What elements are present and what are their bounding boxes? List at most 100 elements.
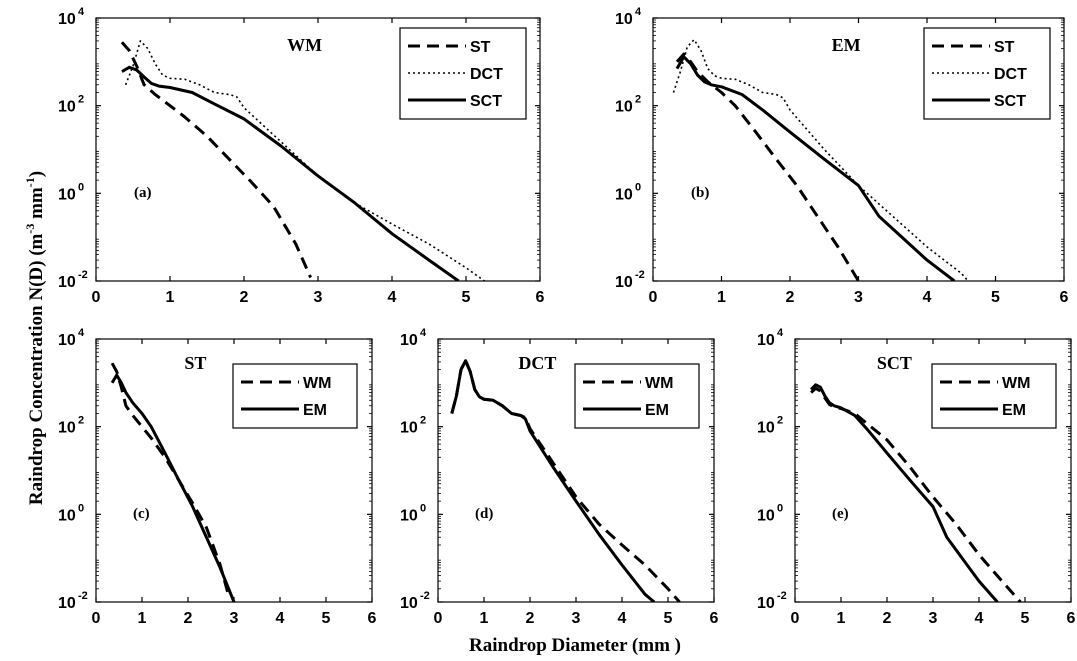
x-tick-label: 1 [480, 610, 489, 627]
panel-title: SCT [877, 353, 912, 373]
y-tick-label: 10 [58, 507, 76, 524]
series-line-sct [121, 65, 460, 281]
x-tick-label: 0 [649, 289, 658, 306]
series-line-dct [672, 38, 969, 281]
series-line-st [120, 41, 312, 279]
y-tick-exponent: 0 [78, 502, 84, 514]
y-axis-label-exp2: -1 [23, 177, 37, 187]
legend: ST DCT SCT [399, 27, 527, 120]
legend-label-dct: DCT [470, 66, 503, 83]
panel-label: (e) [832, 506, 849, 522]
x-tick-label: 5 [322, 610, 331, 627]
x-tick-label: 2 [240, 289, 249, 306]
series-line-em [110, 373, 236, 602]
y-tick-exponent: 4 [78, 327, 85, 339]
panel-title: ST [184, 353, 206, 373]
y-tick-exponent: 0 [777, 502, 783, 514]
x-tick-label: 6 [710, 610, 719, 627]
x-tick-label: 5 [1021, 610, 1030, 627]
x-tick-label: 2 [883, 610, 892, 627]
y-tick-exponent: -2 [78, 590, 88, 602]
series-line-em [450, 359, 656, 602]
x-tick-label: 4 [388, 289, 397, 306]
x-tick-label: 2 [526, 610, 535, 627]
series-line-wm [810, 386, 1022, 602]
panel-label: (d) [475, 506, 493, 522]
x-tick-label: 5 [664, 610, 673, 627]
legend-label-em: EM [645, 402, 669, 419]
y-tick-label: 10 [615, 99, 633, 116]
legend-label-sct: SCT [470, 93, 502, 110]
y-tick-label: 10 [58, 11, 76, 28]
y-tick-exponent: 2 [420, 415, 426, 427]
y-axis-label-main: Raindrop Concentration N(D) (m [26, 233, 47, 505]
y-tick-label: 10 [757, 332, 775, 349]
legend-label-sct: SCT [994, 93, 1026, 110]
panel-label: (a) [134, 185, 152, 201]
legend-label-wm: WM [1002, 375, 1030, 392]
y-tick-exponent: 2 [78, 415, 84, 427]
x-tick-label: 4 [975, 610, 984, 627]
y-tick-label: 10 [400, 420, 418, 437]
legend-box [931, 363, 1057, 429]
y-tick-label: 10 [400, 332, 418, 349]
x-tick-label: 0 [92, 610, 101, 627]
panel-3-lines [110, 362, 236, 602]
y-tick-exponent: 2 [635, 94, 641, 106]
x-tick-label: 4 [923, 289, 932, 306]
panel-label: (b) [691, 185, 709, 201]
x-tick-label: 5 [991, 289, 1000, 306]
panel-1-lines [120, 40, 485, 281]
legend-label-wm: WM [303, 375, 331, 392]
x-tick-label: 3 [854, 289, 863, 306]
legend-label-em: EM [303, 402, 327, 419]
y-tick-label: 10 [757, 420, 775, 437]
legend: WM EM [574, 363, 700, 429]
y-tick-exponent: -2 [777, 590, 787, 602]
y-tick-label: 10 [615, 11, 633, 28]
y-tick-label: 10 [58, 274, 76, 291]
y-tick-exponent: -2 [420, 590, 430, 602]
panel-title: EM [832, 35, 861, 55]
legend-label-st: ST [994, 39, 1015, 56]
y-tick-label: 10 [400, 595, 418, 612]
y-tick-label: 10 [757, 507, 775, 524]
series-line-wm [110, 362, 231, 599]
series-line-dct [124, 40, 485, 281]
x-tick-label: 1 [717, 289, 726, 306]
x-tick-label: 6 [536, 289, 545, 306]
y-tick-label: 10 [58, 99, 76, 116]
y-tick-label: 10 [757, 595, 775, 612]
x-tick-label: 5 [462, 289, 471, 306]
legend: WM EM [232, 363, 358, 429]
y-tick-label: 10 [615, 274, 633, 291]
panel-title: WM [287, 35, 322, 55]
y-tick-label: 10 [58, 332, 76, 349]
legend-box [574, 363, 700, 429]
y-tick-exponent: 0 [635, 181, 641, 193]
y-axis-label: Raindrop Concentration N(D) (m-3 mm-1) [23, 171, 47, 505]
x-tick-label: 4 [276, 610, 285, 627]
x-tick-label: 3 [572, 610, 581, 627]
x-tick-label: 6 [368, 610, 377, 627]
y-tick-exponent: -2 [78, 269, 88, 281]
y-tick-label: 10 [400, 507, 418, 524]
series-line-em [810, 383, 999, 602]
legend: ST DCT SCT [923, 27, 1051, 120]
y-tick-label: 10 [58, 595, 76, 612]
series-line-sct [675, 55, 956, 281]
y-axis-label-mid: mm [26, 187, 47, 224]
legend-box [232, 363, 358, 429]
legend-label-st: ST [470, 39, 491, 56]
y-axis-label-exp1: -3 [23, 224, 37, 234]
y-tick-exponent: 0 [420, 502, 426, 514]
x-tick-label: 1 [837, 610, 846, 627]
x-tick-label: 1 [138, 610, 147, 627]
x-tick-label: 6 [1060, 289, 1069, 306]
legend-label-dct: DCT [994, 66, 1027, 83]
